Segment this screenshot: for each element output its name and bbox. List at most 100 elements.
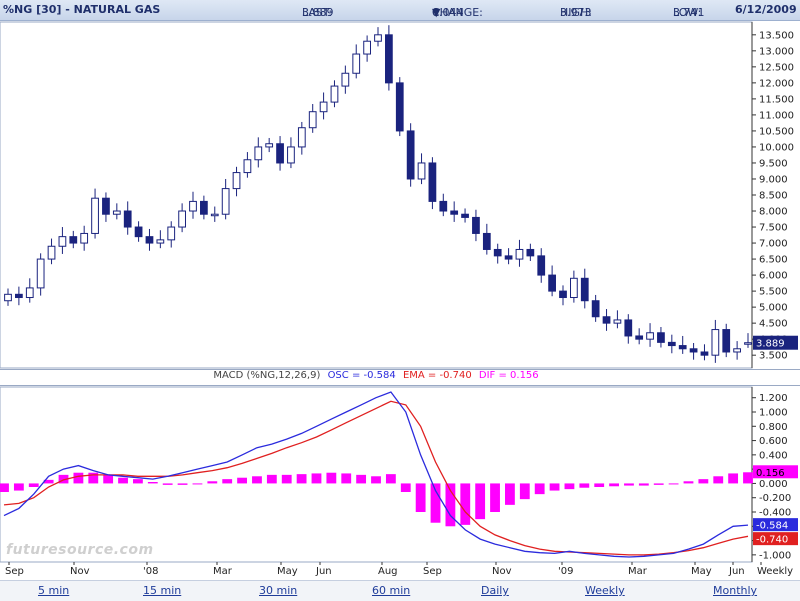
price-y-tick-label: 11.000: [759, 110, 794, 121]
dif-bar: [207, 481, 218, 484]
macd-legend-ema: EMA = -0.740: [402, 370, 472, 381]
candle-body: [602, 316, 611, 324]
dif-bar: [88, 472, 99, 484]
dif-bar: [579, 483, 590, 488]
link-30-min[interactable]: 30 min: [259, 584, 298, 597]
candle-body: [287, 146, 295, 164]
price-panel: [0, 21, 753, 369]
price-y-tick-label: 10.000: [759, 142, 794, 153]
candle-body: [363, 40, 371, 55]
dif-bar: [237, 477, 247, 484]
candle-body: [537, 255, 546, 276]
candle-body: [80, 232, 89, 244]
candle-body: [352, 53, 361, 74]
quote-date: 6/12/2009: [735, 3, 797, 16]
macd-y-tick-label: 0.800: [759, 422, 788, 433]
price-y-tick-label: 7.000: [759, 239, 788, 250]
macd-legend-title: MACD (%NG,12,26,9): [213, 370, 321, 381]
dif-last-label: 0.156: [756, 468, 785, 479]
price-y-tick-label: 9.500: [759, 158, 788, 169]
candle-body: [58, 236, 67, 247]
link-daily[interactable]: Daily: [481, 584, 509, 597]
candle-body: [493, 248, 502, 257]
price-y-tick-label: 5.500: [759, 287, 788, 298]
candle-body: [504, 255, 513, 260]
ema-last-label: -0.740: [756, 535, 788, 546]
candle-body: [700, 351, 709, 356]
osc-last-label: -0.584: [756, 521, 788, 532]
macd-y-tick-label: 1.200: [759, 393, 788, 404]
panel-divider-top: [0, 369, 800, 370]
candle-body: [69, 236, 78, 244]
osc-line: [3, 391, 749, 558]
symbol-title: %NG [30] - NATURAL GAS: [3, 3, 161, 16]
dif-bar: [743, 472, 753, 484]
ema-line: [3, 400, 749, 556]
candle-body: [341, 72, 350, 87]
dif-bar: [609, 483, 619, 487]
price-y-tick-label: 7.500: [759, 223, 788, 234]
macd-y-tick-label: 0.000: [759, 479, 788, 490]
candle-body: [189, 200, 197, 212]
candle-body: [515, 248, 524, 260]
dif-bar: [311, 473, 322, 484]
quote-header: %NG [30] - NATURAL GAS LAST: 3.889 CHANG…: [0, 0, 800, 21]
ema-last-label-box: [753, 532, 798, 546]
macd-legend: MACD (%NG,12,26,9) OSC = -0.584 EMA = -0…: [0, 370, 752, 385]
dif-last-label-box: [753, 465, 798, 479]
dif-bar: [103, 474, 114, 484]
interval-links: 5 min 15 min 30 min 60 min Daily Weekly …: [0, 580, 800, 601]
dif-bar: [698, 479, 709, 484]
candle-body: [25, 287, 34, 299]
dif-bar: [430, 483, 441, 523]
dif-bar: [549, 483, 560, 491]
dif-bar: [341, 473, 352, 484]
price-y-tick-label: 12.500: [759, 62, 794, 73]
dif-bar: [460, 483, 471, 525]
candle-body: [689, 348, 698, 353]
dif-bar: [13, 483, 24, 491]
link-weekly[interactable]: Weekly: [585, 584, 625, 597]
candle-body: [667, 341, 676, 347]
candle-body: [112, 210, 121, 215]
price-y-tick-label: 12.000: [759, 78, 794, 89]
x-tick-label: Mar: [213, 566, 232, 577]
price-y-tick-label: 6.000: [759, 271, 788, 282]
chart-canvas: 3.5004.0004.5005.0005.5006.0006.5007.000…: [0, 21, 798, 565]
macd-y-tick-label: -0.400: [759, 508, 791, 519]
candle-body: [711, 329, 720, 356]
price-y-tick-label: 3.500: [759, 351, 788, 362]
candle-body: [395, 82, 404, 132]
candle-body: [461, 213, 469, 218]
dif-bar: [653, 483, 664, 485]
dif-bar: [400, 483, 411, 492]
candle-body: [428, 162, 437, 202]
x-tick-label: '09: [558, 566, 574, 577]
link-60-min[interactable]: 60 min: [372, 584, 411, 597]
link-15-min[interactable]: 15 min: [143, 584, 182, 597]
dif-bar: [73, 472, 84, 484]
candle-body: [4, 293, 12, 302]
candle-body: [102, 197, 110, 215]
link-5-min[interactable]: 5 min: [38, 584, 70, 597]
x-tick-label: Jun: [316, 566, 332, 577]
price-y-tick-label: 13.000: [759, 46, 794, 57]
dif-bar: [638, 483, 649, 486]
candle-body: [744, 342, 752, 345]
candle-body: [406, 130, 415, 180]
candle-body: [722, 329, 731, 353]
x-tick-label: May: [691, 566, 712, 577]
candle-body: [210, 213, 219, 217]
dif-bar: [445, 483, 456, 527]
x-tick-label: Jun: [729, 566, 745, 577]
candle-body: [374, 34, 382, 42]
dif-bar: [222, 479, 233, 484]
candle-body: [330, 85, 339, 103]
link-monthly[interactable]: Monthly: [713, 584, 758, 597]
candle-body: [439, 200, 448, 212]
candle-body: [178, 210, 186, 228]
dif-bar: [326, 472, 337, 484]
candle-body: [221, 188, 230, 215]
candle-body: [450, 210, 459, 215]
macd-y-tick-label: -0.200: [759, 493, 791, 504]
